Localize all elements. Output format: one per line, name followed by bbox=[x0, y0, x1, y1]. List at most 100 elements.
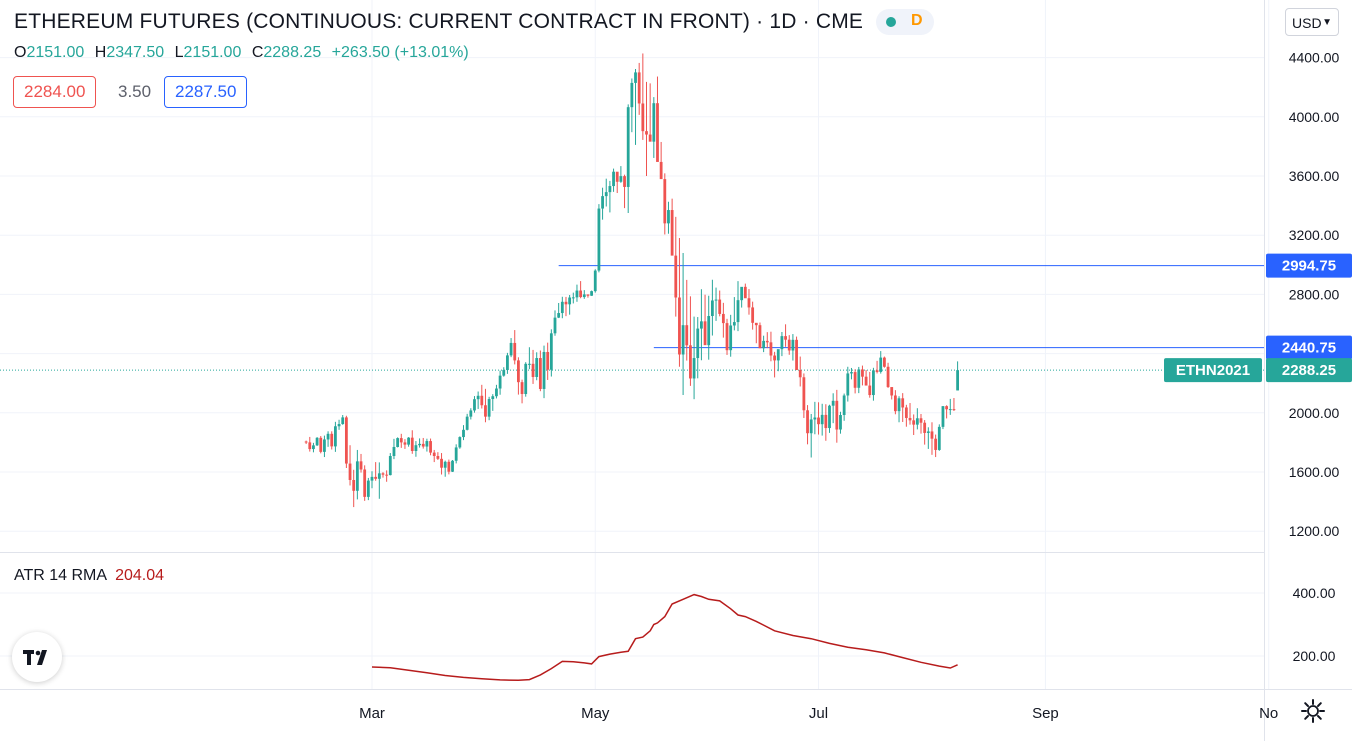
candle bbox=[842, 393, 846, 421]
low-label: L bbox=[174, 44, 184, 61]
candle bbox=[447, 459, 451, 475]
buy-button[interactable]: 2287.50 bbox=[164, 76, 248, 108]
candle-body bbox=[937, 426, 941, 450]
candle bbox=[659, 141, 663, 180]
candle-body bbox=[619, 176, 623, 182]
candlestick-series bbox=[304, 53, 959, 508]
candle-body bbox=[608, 186, 612, 193]
candle bbox=[334, 421, 337, 452]
candle bbox=[579, 281, 583, 299]
candle-body bbox=[440, 458, 443, 468]
candle-body bbox=[831, 400, 835, 406]
settings-gear-icon[interactable] bbox=[1300, 698, 1326, 724]
candle bbox=[421, 437, 425, 449]
candle bbox=[593, 269, 597, 293]
candle-body bbox=[656, 103, 659, 162]
candle bbox=[571, 292, 575, 304]
candle-body bbox=[359, 461, 363, 470]
candle bbox=[440, 453, 443, 475]
price-tick-label: 3600.00 bbox=[1289, 168, 1340, 184]
candle bbox=[795, 336, 798, 371]
candle bbox=[926, 427, 930, 449]
candle-body bbox=[908, 417, 912, 421]
candle bbox=[330, 431, 334, 450]
candle bbox=[802, 373, 806, 418]
currency-value: USD bbox=[1292, 15, 1322, 31]
atr-series bbox=[371, 593, 958, 682]
candle-body bbox=[923, 422, 927, 433]
candle-body bbox=[476, 395, 480, 400]
candle-body bbox=[553, 317, 557, 334]
currency-select[interactable]: USD ▼ bbox=[1285, 8, 1339, 36]
candle-body bbox=[890, 387, 894, 396]
candle-body bbox=[575, 290, 579, 298]
candle-body bbox=[634, 72, 637, 83]
price-axis[interactable]: 1200.001600.002000.002400.002800.003200.… bbox=[1289, 50, 1340, 664]
candle-body bbox=[458, 437, 462, 448]
candle bbox=[835, 389, 839, 443]
candle bbox=[937, 424, 941, 451]
candle-body bbox=[901, 398, 905, 408]
candle-body bbox=[714, 299, 718, 301]
candle bbox=[879, 351, 883, 374]
candle bbox=[542, 345, 546, 399]
candle-body bbox=[564, 301, 568, 305]
candle-body bbox=[326, 433, 330, 440]
candle-body bbox=[791, 339, 795, 351]
candle-body bbox=[370, 476, 374, 481]
candle-body bbox=[432, 452, 436, 457]
candle bbox=[403, 439, 407, 449]
atr-legend[interactable]: ATR 14 RMA 204.04 bbox=[14, 567, 164, 585]
candle-body bbox=[612, 171, 615, 187]
atr-line bbox=[371, 593, 958, 682]
candle-body bbox=[344, 417, 348, 464]
candle-body bbox=[919, 418, 923, 423]
candle bbox=[630, 78, 634, 133]
time-axis[interactable]: Mar May Jul Sep No bbox=[359, 705, 1278, 722]
candle-body bbox=[366, 480, 370, 497]
candle bbox=[385, 470, 389, 482]
candle-body bbox=[659, 161, 663, 180]
candle bbox=[527, 347, 531, 370]
candle bbox=[451, 460, 454, 472]
market-status[interactable]: D bbox=[876, 9, 934, 35]
candle bbox=[740, 286, 744, 308]
candle bbox=[458, 436, 462, 449]
candle-body bbox=[377, 473, 381, 479]
candle-body bbox=[883, 357, 886, 367]
candle bbox=[872, 367, 875, 401]
candle bbox=[681, 252, 685, 396]
candle-body bbox=[421, 443, 425, 447]
candle bbox=[824, 404, 828, 441]
candle bbox=[663, 173, 667, 235]
candle-body bbox=[857, 369, 861, 388]
candle bbox=[930, 422, 934, 455]
candle-body bbox=[410, 437, 414, 451]
candle bbox=[374, 462, 378, 481]
atr-name: ATR 14 RMA bbox=[14, 567, 108, 584]
candle bbox=[718, 290, 722, 317]
candle-body bbox=[524, 363, 528, 395]
candle-body bbox=[930, 431, 934, 439]
horizontal-lines bbox=[0, 265, 1264, 371]
candle-body bbox=[418, 443, 421, 446]
candle bbox=[685, 279, 689, 361]
price-tick-label: 4000.00 bbox=[1289, 109, 1340, 125]
high-label: H bbox=[94, 44, 107, 61]
candle bbox=[637, 62, 641, 115]
candle bbox=[758, 322, 762, 349]
symbol-label: ETHN2021 bbox=[1176, 362, 1250, 379]
candle-body bbox=[710, 300, 714, 317]
candle-body bbox=[498, 375, 502, 389]
price-tick-label: 4400.00 bbox=[1289, 50, 1340, 66]
candle bbox=[323, 435, 326, 458]
candle-body bbox=[549, 333, 553, 370]
candle-body bbox=[828, 405, 831, 429]
candle-body bbox=[363, 469, 367, 497]
sell-button[interactable]: 2284.00 bbox=[13, 76, 97, 108]
candle-body bbox=[352, 479, 356, 491]
symbol-title[interactable]: ETHEREUM FUTURES (CONTINUOUS: CURRENT CO… bbox=[14, 10, 864, 33]
tradingview-logo-icon[interactable] bbox=[12, 632, 62, 682]
